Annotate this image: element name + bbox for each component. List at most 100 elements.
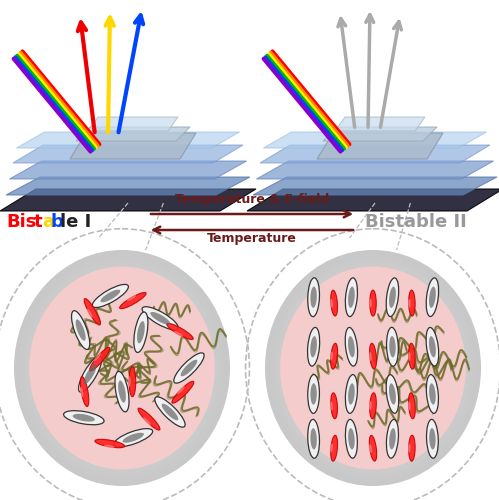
Ellipse shape: [330, 444, 333, 452]
Polygon shape: [323, 127, 437, 141]
Ellipse shape: [143, 418, 151, 425]
Text: b: b: [51, 213, 64, 231]
Ellipse shape: [408, 298, 411, 308]
Ellipse shape: [127, 295, 136, 301]
Ellipse shape: [181, 360, 197, 376]
Polygon shape: [256, 161, 494, 179]
Ellipse shape: [345, 420, 357, 458]
Ellipse shape: [369, 444, 372, 453]
Polygon shape: [13, 145, 243, 163]
Ellipse shape: [348, 428, 355, 450]
Ellipse shape: [331, 436, 337, 461]
Ellipse shape: [330, 352, 333, 360]
Polygon shape: [70, 133, 196, 159]
Ellipse shape: [386, 374, 399, 414]
Ellipse shape: [14, 250, 230, 486]
Ellipse shape: [280, 266, 466, 470]
Ellipse shape: [348, 384, 355, 404]
Text: Temperature & E-field: Temperature & E-field: [175, 193, 329, 206]
Ellipse shape: [408, 402, 411, 410]
Ellipse shape: [310, 286, 317, 308]
Ellipse shape: [129, 366, 136, 396]
Ellipse shape: [310, 428, 317, 450]
Ellipse shape: [345, 328, 358, 366]
Polygon shape: [253, 177, 497, 195]
Ellipse shape: [155, 397, 185, 427]
Ellipse shape: [267, 252, 479, 484]
Polygon shape: [247, 189, 499, 211]
Ellipse shape: [137, 321, 145, 344]
Ellipse shape: [331, 290, 337, 316]
Ellipse shape: [348, 336, 355, 357]
Ellipse shape: [92, 284, 128, 308]
Ellipse shape: [174, 353, 204, 383]
Ellipse shape: [174, 331, 183, 337]
Ellipse shape: [100, 290, 120, 302]
Ellipse shape: [128, 376, 131, 387]
Ellipse shape: [389, 428, 396, 450]
Polygon shape: [9, 161, 247, 179]
Ellipse shape: [310, 336, 317, 357]
Ellipse shape: [84, 298, 100, 325]
Ellipse shape: [426, 278, 439, 316]
Ellipse shape: [134, 312, 148, 352]
Ellipse shape: [308, 420, 319, 458]
Ellipse shape: [278, 264, 468, 472]
Ellipse shape: [27, 264, 217, 472]
Polygon shape: [6, 177, 250, 195]
Polygon shape: [16, 132, 240, 148]
Ellipse shape: [409, 344, 415, 369]
Ellipse shape: [408, 444, 411, 452]
Ellipse shape: [95, 440, 125, 448]
Ellipse shape: [22, 260, 222, 476]
Ellipse shape: [78, 356, 102, 392]
Ellipse shape: [269, 254, 477, 482]
Ellipse shape: [71, 310, 90, 350]
Polygon shape: [317, 133, 443, 159]
Polygon shape: [0, 189, 256, 211]
Ellipse shape: [427, 420, 438, 458]
Ellipse shape: [386, 278, 399, 316]
Ellipse shape: [18, 254, 226, 482]
Ellipse shape: [138, 408, 160, 430]
Ellipse shape: [307, 328, 320, 366]
Ellipse shape: [331, 393, 337, 418]
Ellipse shape: [271, 257, 475, 479]
Ellipse shape: [63, 410, 104, 424]
Text: a: a: [42, 213, 54, 231]
Ellipse shape: [123, 432, 144, 442]
Ellipse shape: [84, 364, 96, 384]
Ellipse shape: [308, 278, 319, 316]
Ellipse shape: [369, 401, 372, 410]
Polygon shape: [260, 145, 490, 163]
Ellipse shape: [408, 352, 411, 361]
Polygon shape: [76, 127, 190, 141]
Ellipse shape: [429, 428, 436, 450]
Ellipse shape: [308, 374, 319, 414]
Ellipse shape: [172, 382, 194, 403]
Ellipse shape: [370, 344, 376, 369]
Text: Temperature: Temperature: [207, 232, 297, 245]
Ellipse shape: [369, 298, 372, 308]
Polygon shape: [335, 117, 425, 131]
Ellipse shape: [150, 312, 170, 324]
Ellipse shape: [265, 250, 481, 486]
Ellipse shape: [87, 308, 93, 318]
Ellipse shape: [94, 353, 101, 362]
Ellipse shape: [114, 428, 153, 447]
Ellipse shape: [76, 320, 86, 340]
Ellipse shape: [16, 252, 228, 484]
Ellipse shape: [118, 380, 126, 402]
Ellipse shape: [25, 262, 219, 474]
Polygon shape: [263, 132, 487, 148]
Ellipse shape: [369, 436, 377, 461]
Ellipse shape: [29, 266, 215, 470]
Ellipse shape: [115, 372, 129, 412]
Ellipse shape: [348, 286, 355, 308]
Ellipse shape: [276, 262, 470, 474]
Ellipse shape: [330, 299, 333, 308]
Ellipse shape: [104, 445, 114, 448]
Ellipse shape: [389, 286, 396, 308]
Ellipse shape: [330, 402, 333, 410]
Ellipse shape: [167, 324, 193, 340]
